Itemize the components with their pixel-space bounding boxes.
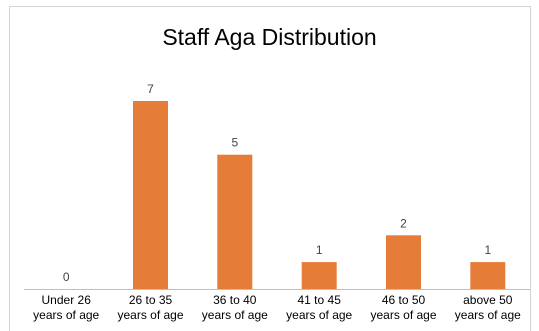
x-tick-label-2-0: 36 to 40 bbox=[213, 293, 257, 307]
data-label-5: 1 bbox=[484, 243, 491, 257]
x-tick-label-4-1: years of age bbox=[370, 308, 436, 322]
chart-title: Staff Aga Distribution bbox=[162, 24, 377, 50]
x-tick-label-0-0: Under 26 bbox=[42, 293, 92, 307]
bar-2 bbox=[217, 154, 253, 289]
bar-3 bbox=[301, 262, 337, 289]
data-label-0: 0 bbox=[63, 270, 70, 284]
x-tick-label-3-0: 41 to 45 bbox=[298, 293, 342, 307]
data-label-3: 1 bbox=[316, 243, 323, 257]
chart-frame bbox=[9, 6, 531, 331]
bar-4 bbox=[386, 235, 421, 289]
x-tick-label-5-1: years of age bbox=[455, 308, 521, 322]
data-label-1: 7 bbox=[147, 82, 154, 96]
x-tick-label-2-1: years of age bbox=[202, 308, 268, 322]
x-tick-label-1-1: years of age bbox=[117, 308, 183, 322]
x-tick-label-5-0: above 50 bbox=[463, 293, 513, 307]
x-tick-label-1-0: 26 to 35 bbox=[129, 293, 173, 307]
bar-5 bbox=[470, 262, 506, 289]
data-label-4: 2 bbox=[400, 216, 407, 230]
data-label-2: 5 bbox=[231, 136, 238, 150]
x-tick-label-4-0: 46 to 50 bbox=[382, 293, 426, 307]
x-tick-label-3-1: years of age bbox=[286, 308, 352, 322]
x-tick-label-0-1: years of age bbox=[33, 308, 99, 322]
bar-1 bbox=[133, 101, 168, 289]
